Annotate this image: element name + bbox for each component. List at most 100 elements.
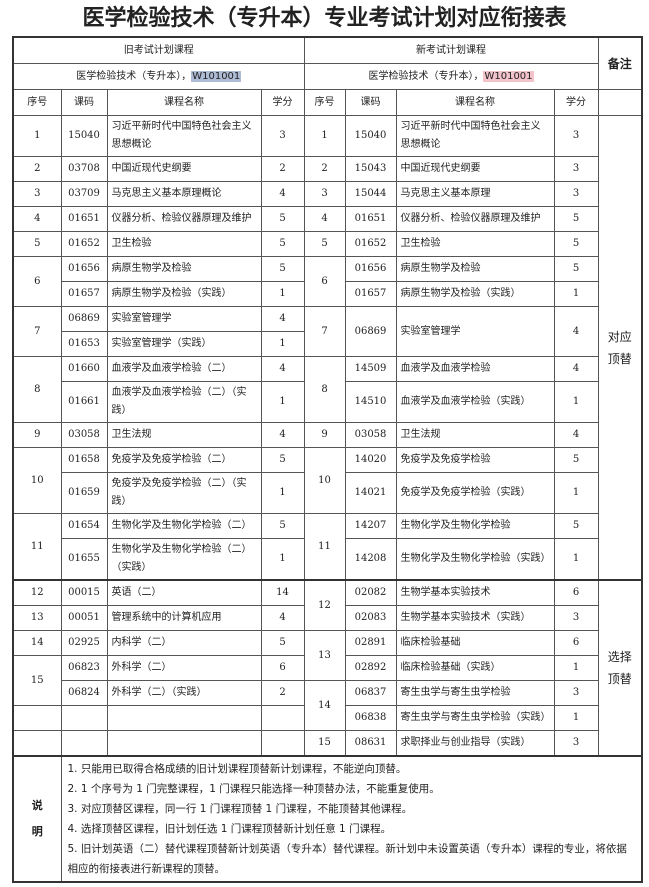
table-row: 06824 外科学（二）（实践） 2 14 06837 寄生虫学与寄生虫学检验 3 [13, 680, 642, 731]
old-course-credit: 1 [260, 331, 305, 357]
new-seq: 12 [303, 579, 346, 631]
old-course-code: 01656 [60, 256, 108, 282]
new-major: 医学检验技术（专升本），W101001 [303, 63, 599, 90]
table-row: 15 06823 外科学（二） 6 02892 临床检验基础（实践） 1 [12, 655, 642, 706]
table-row: 5 01652 卫生检验 5 5 01652 卫生检验 5 [12, 231, 642, 257]
new-course-name: 卫生检验 [395, 231, 555, 257]
column-header: 课码 [344, 89, 397, 116]
empty-cell [106, 730, 262, 757]
new-seq: 11 [303, 513, 346, 581]
new-seq: 10 [303, 447, 346, 514]
new-course-credit: 1 [553, 538, 599, 581]
new-course-name: 生物学基本实验技术 [395, 579, 555, 606]
table-row: 01653 实验室管理学（实践） 1 [13, 331, 642, 357]
old-seq: 13 [12, 605, 62, 631]
new-course-credit: 5 [553, 206, 599, 232]
old-course-code: 01659 [60, 472, 108, 514]
new-plan-header: 新考试计划课程 [303, 36, 599, 64]
table-row: 10 01658 免疫学及免疫学检验（二） 5 10 14020 免疫学及免疫学检验 5 [12, 447, 642, 514]
empty-cell [60, 730, 108, 757]
table-row: 06838 寄生虫学与寄生虫学检验（实践） 1 [12, 705, 642, 731]
new-course-code: 15040 [344, 115, 397, 157]
new-course-credit: 5 [553, 447, 599, 473]
old-major: 医学检验技术（专升本），W101001 [12, 63, 305, 90]
old-course-code: 01651 [60, 206, 108, 232]
table-row: 4 01651 仪器分析、检验仪器原理及维护 5 4 01651 仪器分析、检验仪器原理及维… [12, 206, 642, 232]
old-course-credit: 1 [260, 381, 305, 423]
note-item: 4. 选择顶替区课程，旧计划任选 1 门课程顶替新计划任意 1 门课程。 [67, 823, 392, 835]
old-course-credit: 4 [260, 605, 305, 631]
old-seq: 12 [12, 579, 62, 606]
old-course-code: 03708 [60, 156, 108, 182]
remark-header: 备注 [597, 36, 643, 90]
table-row: 11 01654 生物化学及生物化学检验（二） 5 11 14207 生物化学及生物化学检验… [12, 513, 642, 581]
old-course-code: 03058 [60, 422, 108, 448]
old-course-code: 01652 [60, 231, 108, 257]
new-course-code: 01651 [344, 206, 397, 232]
new-seq: 8 [303, 356, 346, 423]
old-course-name: 免疫学及免疫学检验（二） [106, 447, 262, 473]
old-course-credit: 1 [260, 472, 305, 514]
new-course-code: 14208 [344, 538, 397, 581]
old-course-name: 实验室管理学 [106, 306, 262, 332]
new-seq: 4 [303, 206, 346, 232]
new-course-name: 卫生法规 [395, 422, 555, 448]
new-course-credit: 4 [553, 306, 599, 357]
old-course-code: 01658 [60, 447, 108, 473]
old-seq: 5 [12, 231, 62, 257]
column-header: 课码 [60, 89, 108, 116]
new-course-credit: 3 [553, 680, 599, 706]
old-course-code: 02925 [60, 630, 108, 656]
new-course-code: 06869 [344, 306, 397, 357]
new-seq: 13 [303, 630, 346, 681]
new-course-code: 14510 [344, 381, 397, 423]
new-course-name: 仪器分析、检验仪器原理及维护 [395, 206, 555, 232]
new-course-credit: 6 [553, 630, 599, 656]
new-course-name: 血液学及血液学检验（实践） [395, 381, 555, 423]
old-major-name: 医学检验技术（专升本）， [76, 70, 192, 82]
old-course-code: 01661 [60, 381, 108, 423]
new-course-credit: 3 [553, 730, 599, 757]
old-course-code: 06823 [60, 655, 108, 681]
new-course-name: 习近平新时代中国特色社会主义思想概论 [395, 115, 555, 157]
new-course-name: 生物化学及生物化学检验（实践） [395, 538, 555, 581]
table-row: 2 03708 中国近现代史纲要 2 2 15043 中国近现代史纲要 3 [12, 156, 642, 182]
old-course-name: 仪器分析、检验仪器原理及维护 [106, 206, 262, 232]
old-course-name: 内科学（二） [106, 630, 262, 656]
old-course-name: 马克思主义基本原理概论 [106, 181, 262, 207]
old-seq: 9 [12, 422, 62, 448]
old-course-credit: 3 [260, 115, 305, 157]
new-course-code: 08631 [344, 730, 397, 757]
new-major-code: W101001 [483, 70, 534, 82]
new-seq: 15 [303, 730, 346, 757]
new-course-credit: 3 [553, 181, 599, 207]
table-row: 9 03058 卫生法规 4 9 03058 卫生法规 4 [12, 422, 642, 448]
old-course-code: 06824 [60, 680, 108, 706]
old-course-credit: 14 [260, 579, 305, 606]
old-major-code: W101001 [191, 70, 242, 82]
old-course-credit: 2 [260, 680, 305, 706]
new-course-code: 03058 [344, 422, 397, 448]
new-course-credit: 4 [553, 422, 599, 448]
old-course-code: 01660 [60, 356, 108, 382]
old-course-credit: 4 [260, 181, 305, 207]
empty-cell [12, 730, 62, 757]
new-course-code: 15044 [344, 181, 397, 207]
old-course-code: 01654 [60, 513, 108, 539]
page-title: 医学检验技术（专升本）专业考试计划对应衔接表 [82, 5, 567, 31]
new-course-name: 免疫学及免疫学检验 [395, 447, 555, 473]
old-seq: 2 [12, 156, 62, 182]
old-course-name: 中国近现代史纲要 [106, 156, 262, 182]
old-course-credit: 4 [260, 422, 305, 448]
new-course-name: 生物学基本实验技术（实践） [395, 605, 555, 631]
new-seq: 3 [303, 181, 346, 207]
new-course-name: 寄生虫学与寄生虫学检验 [395, 680, 555, 706]
new-seq: 6 [303, 256, 346, 307]
table-row: 01657 病原生物学及检验（实践） 1 01657 病原生物学及检验（实践） 1 [13, 281, 642, 307]
old-course-name: 血液学及血液学检验（二） [106, 356, 262, 382]
old-seq: 15 [12, 655, 62, 706]
old-course-name: 外科学（二） [106, 655, 262, 681]
old-seq: 1 [12, 115, 62, 157]
old-plan-header: 旧考试计划课程 [12, 36, 305, 64]
empty-cell [260, 730, 305, 757]
